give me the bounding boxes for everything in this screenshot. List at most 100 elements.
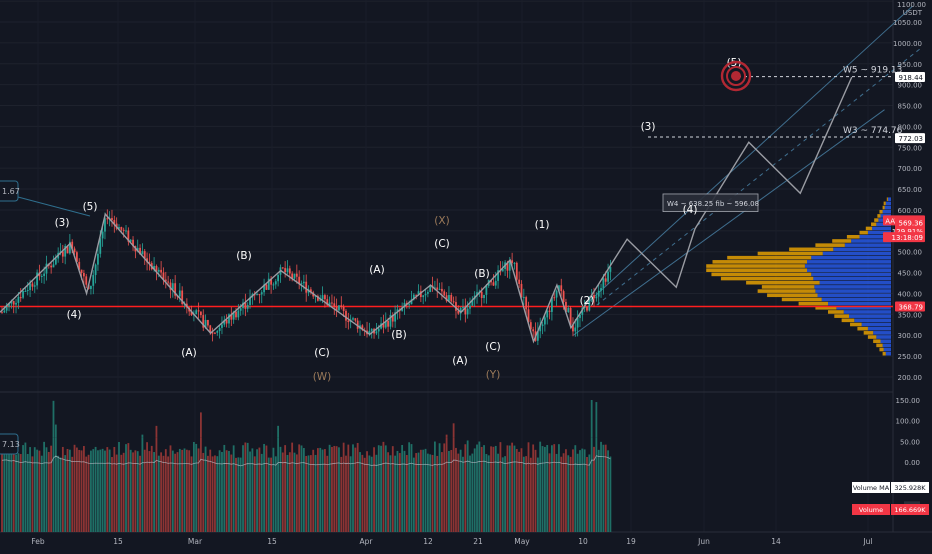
volume-bar bbox=[562, 453, 565, 532]
profile-bar-up bbox=[813, 276, 891, 281]
volume-bar bbox=[183, 448, 186, 532]
volume-bar bbox=[134, 450, 137, 532]
candle-body bbox=[553, 297, 556, 299]
volume-bar bbox=[54, 424, 57, 438]
volume-bar bbox=[218, 450, 221, 532]
volume-bar bbox=[300, 445, 303, 532]
volume-bar bbox=[551, 445, 553, 532]
volume-bar bbox=[401, 444, 404, 532]
wave-label: (B) bbox=[391, 329, 406, 341]
volume-bar bbox=[501, 457, 504, 532]
candle-body bbox=[541, 324, 544, 327]
volume-bar bbox=[429, 454, 432, 532]
profile-bar-up bbox=[884, 205, 891, 210]
volume-bar bbox=[104, 450, 106, 532]
volume-bar bbox=[464, 444, 467, 532]
volume-bar bbox=[508, 445, 511, 532]
volume-bar bbox=[366, 451, 368, 532]
candle-body bbox=[324, 295, 326, 300]
candle-body bbox=[335, 306, 338, 311]
volume-bar bbox=[445, 437, 448, 532]
price-tick-label: 1050.00 bbox=[893, 19, 922, 27]
volume-bar bbox=[188, 450, 191, 532]
volume-bar bbox=[312, 449, 315, 532]
badge-connector bbox=[17, 196, 91, 217]
candle-body bbox=[546, 310, 549, 318]
candle-body bbox=[274, 281, 277, 285]
volume-bar bbox=[349, 456, 352, 532]
profile-bar-up bbox=[811, 255, 891, 260]
volume-bar bbox=[293, 452, 296, 532]
volume-bar bbox=[298, 444, 301, 532]
profile-bar-down bbox=[828, 310, 844, 314]
volume-bar bbox=[370, 456, 373, 532]
volume-bar bbox=[171, 450, 174, 532]
volume-bar bbox=[75, 447, 78, 532]
candle-body bbox=[600, 288, 602, 291]
profile-bar-down bbox=[865, 226, 873, 231]
candle-body bbox=[328, 302, 331, 306]
candle-body bbox=[403, 302, 406, 308]
profile-bar-up bbox=[883, 347, 891, 352]
volume-bar bbox=[129, 449, 132, 532]
volume-bar bbox=[176, 452, 179, 532]
volume-bar bbox=[10, 449, 13, 532]
candle-body bbox=[195, 310, 198, 315]
volume-bar bbox=[586, 457, 588, 532]
volume-bar bbox=[85, 456, 88, 532]
candle-body bbox=[169, 282, 172, 290]
profile-bar-down bbox=[886, 197, 888, 201]
volume-bar bbox=[469, 455, 471, 532]
price-tick-label: 200.00 bbox=[898, 374, 923, 382]
candle-body bbox=[22, 291, 24, 298]
candle-body bbox=[497, 270, 499, 281]
volume-bar bbox=[258, 447, 261, 532]
profile-bar-down bbox=[781, 297, 822, 302]
volume-bar bbox=[253, 456, 256, 532]
candle-body bbox=[419, 291, 422, 298]
candle-body bbox=[422, 295, 425, 298]
target-label: W5 ~ 919.13 bbox=[843, 66, 902, 76]
profile-bar-up bbox=[873, 331, 891, 335]
volume-bar bbox=[405, 455, 408, 532]
candle-body bbox=[443, 291, 446, 296]
candle-body bbox=[167, 281, 170, 283]
candle-body bbox=[155, 265, 158, 272]
volume-bar bbox=[59, 457, 62, 532]
volume-bar bbox=[31, 456, 34, 532]
volume-bar bbox=[251, 448, 254, 532]
volume-bar bbox=[256, 449, 258, 532]
volume-bar bbox=[382, 441, 385, 532]
candle-body bbox=[501, 269, 504, 272]
candle-body bbox=[277, 274, 280, 282]
volume-bar bbox=[108, 449, 111, 532]
profile-bar-up bbox=[887, 197, 891, 201]
volume-bar bbox=[415, 453, 418, 532]
profile-bar-up bbox=[804, 264, 891, 268]
volume-bar bbox=[246, 442, 249, 532]
candle-body bbox=[143, 251, 146, 259]
candle-body bbox=[17, 297, 20, 303]
volume-bar bbox=[277, 425, 280, 438]
profile-bar-up bbox=[807, 260, 891, 264]
candle-body bbox=[260, 292, 263, 295]
volume-bar bbox=[207, 455, 209, 532]
volume-bar bbox=[492, 446, 495, 532]
profile-bar-down bbox=[757, 289, 816, 293]
price-tag-bg bbox=[895, 71, 925, 82]
volume-bar bbox=[602, 444, 605, 532]
volume-bar bbox=[490, 446, 492, 532]
wave-label: (1) bbox=[535, 219, 550, 231]
volume-tag-name: Volume bbox=[859, 506, 883, 514]
profile-bar-up bbox=[880, 339, 891, 343]
volume-bar bbox=[214, 455, 216, 532]
candle-body bbox=[207, 319, 209, 326]
volume-bar bbox=[536, 457, 539, 532]
volume-bar bbox=[324, 449, 326, 532]
profile-bar-up bbox=[843, 310, 891, 314]
volume-bar bbox=[424, 448, 427, 532]
volume-bar bbox=[291, 442, 294, 532]
volume-bar bbox=[115, 454, 118, 532]
